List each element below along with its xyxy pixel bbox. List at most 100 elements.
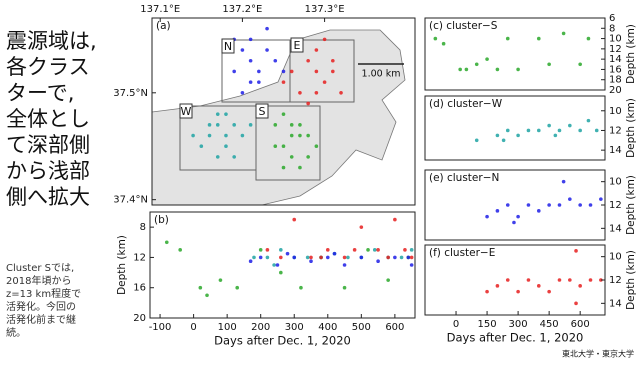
point	[393, 217, 397, 222]
map-land	[151, 29, 406, 206]
y-tick-label: 12	[609, 200, 622, 211]
y-axis-label: Depth (km)	[625, 98, 637, 158]
point	[279, 255, 283, 260]
point	[586, 36, 591, 41]
point	[272, 263, 276, 267]
point	[386, 278, 390, 282]
point	[215, 123, 220, 127]
point	[495, 284, 500, 288]
point	[281, 80, 286, 84]
point	[252, 255, 256, 260]
point	[306, 101, 310, 106]
x-tick-label: 500	[352, 322, 371, 333]
x-axis-label: Days after Dec. 1, 2020	[447, 331, 584, 345]
point	[232, 69, 236, 74]
point	[495, 67, 500, 72]
point	[505, 128, 510, 133]
point	[257, 80, 261, 84]
y-tick-label: 37.4°N	[113, 195, 148, 206]
point	[215, 155, 220, 159]
point	[516, 214, 520, 219]
point	[372, 248, 377, 252]
point	[588, 278, 593, 282]
y-tick-label: 12	[133, 252, 146, 263]
point	[516, 67, 520, 72]
x-tick-label: 300	[509, 319, 528, 330]
point	[207, 123, 212, 127]
x-tick-label: 600	[385, 322, 404, 333]
point	[292, 255, 297, 260]
point	[281, 69, 286, 74]
point	[305, 255, 310, 260]
point	[599, 278, 603, 282]
point	[325, 248, 330, 252]
point	[306, 155, 310, 159]
point	[314, 91, 319, 95]
point	[386, 255, 390, 260]
x-tick-label: 300	[285, 322, 304, 333]
point	[376, 248, 380, 252]
point	[322, 37, 327, 42]
y-tick-label: 14	[609, 298, 622, 309]
point	[331, 69, 335, 74]
point	[586, 118, 591, 123]
point	[568, 123, 572, 128]
panel-title: (f) cluster−E	[429, 247, 495, 259]
frame	[424, 17, 606, 91]
point	[547, 123, 551, 128]
point	[191, 133, 195, 138]
point	[553, 133, 558, 138]
point	[275, 263, 280, 267]
points	[485, 249, 603, 306]
panel-title: (b)	[154, 214, 169, 226]
y-tick-label: 12	[609, 275, 622, 286]
y-tick-label: 37.5°N	[113, 88, 148, 99]
point	[306, 133, 310, 138]
point	[359, 255, 364, 260]
point	[536, 36, 541, 41]
point	[248, 37, 253, 42]
x-tick-label: 150	[478, 319, 497, 330]
y-tick-label: 14	[609, 54, 622, 65]
point	[409, 263, 414, 267]
panel: 0 150 300 450 600 10 12 14 (f) cluster−E Days aft…	[424, 244, 637, 345]
panel: 10 12 14 (e) cluster−N Depth (km)	[424, 169, 637, 241]
note: 2018年頃から	[6, 274, 71, 287]
point	[505, 278, 510, 282]
y-axis-label: Depth (km)	[625, 175, 637, 235]
point	[505, 203, 510, 207]
point	[215, 112, 220, 116]
point	[526, 128, 531, 133]
credit: 東北大学・東京大学	[562, 349, 634, 359]
y-tick-label: 16	[133, 283, 146, 294]
point	[248, 123, 253, 127]
box-s	[255, 105, 321, 181]
point	[240, 133, 245, 138]
scale-label: 1.00 km	[362, 69, 401, 80]
points	[485, 179, 603, 225]
point	[458, 67, 462, 72]
headline: ターで,	[6, 81, 74, 105]
point	[342, 263, 347, 267]
point	[224, 133, 228, 138]
point	[258, 248, 263, 252]
point	[289, 133, 294, 138]
point	[298, 123, 302, 127]
point	[289, 123, 294, 127]
point	[265, 255, 270, 260]
frame	[149, 211, 416, 319]
frame	[424, 95, 606, 161]
point	[342, 285, 347, 290]
point	[359, 225, 364, 229]
cluster-label: N	[224, 40, 232, 53]
cluster-label-box	[290, 37, 304, 53]
point	[199, 144, 204, 149]
point	[574, 301, 578, 306]
land	[151, 29, 406, 206]
point	[232, 155, 236, 159]
point	[464, 67, 469, 72]
point	[574, 249, 578, 253]
point	[547, 203, 551, 207]
point	[164, 240, 169, 245]
point	[376, 259, 380, 264]
